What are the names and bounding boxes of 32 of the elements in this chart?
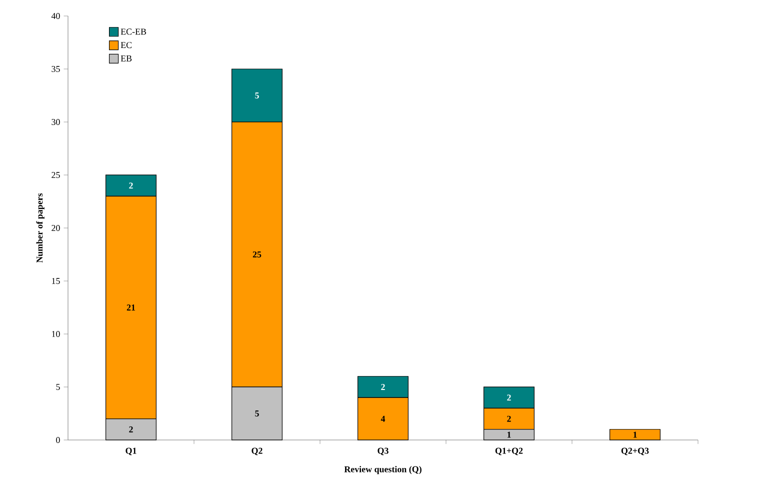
- data-label: 1: [507, 432, 511, 438]
- y-tick-label: 20: [52, 224, 60, 232]
- data-label: 5: [255, 410, 259, 416]
- y-axis-title: Number of papers: [36, 193, 44, 263]
- x-tick-label: Q3: [378, 448, 388, 456]
- legend-label: EC: [120, 42, 132, 48]
- x-tick-label: Q1: [126, 448, 136, 456]
- y-tick-label: 35: [52, 66, 60, 72]
- y-tick-label: 25: [52, 172, 60, 178]
- data-label: 2: [381, 384, 385, 390]
- legend-label: EB: [120, 55, 132, 62]
- data-label: 2: [507, 416, 511, 422]
- x-tick-label: Q2: [252, 448, 262, 456]
- y-tick-label: 40: [51, 12, 60, 20]
- data-label: 4: [380, 416, 386, 422]
- data-label: 2: [129, 182, 133, 189]
- bar: [610, 429, 661, 440]
- y-tick-label: 0: [56, 436, 60, 444]
- x-axis-title: Review question (Q): [344, 466, 422, 474]
- x-tick-label: Q1+Q2: [495, 448, 523, 456]
- data-label: 25: [252, 251, 262, 258]
- y-tick-label: 5: [56, 384, 60, 390]
- y-tick-label: 10: [52, 330, 60, 338]
- data-label: 21: [126, 304, 136, 310]
- y-tick-label: 15: [52, 278, 60, 284]
- data-label: 1: [633, 432, 637, 438]
- legend-label: EC-EB: [120, 28, 146, 35]
- x-tick-label: Q2+Q3: [621, 448, 649, 456]
- data-label: 2: [507, 394, 511, 401]
- data-label: 5: [255, 92, 259, 98]
- y-tick-label: 30: [52, 118, 60, 126]
- data-label: 2: [129, 426, 133, 432]
